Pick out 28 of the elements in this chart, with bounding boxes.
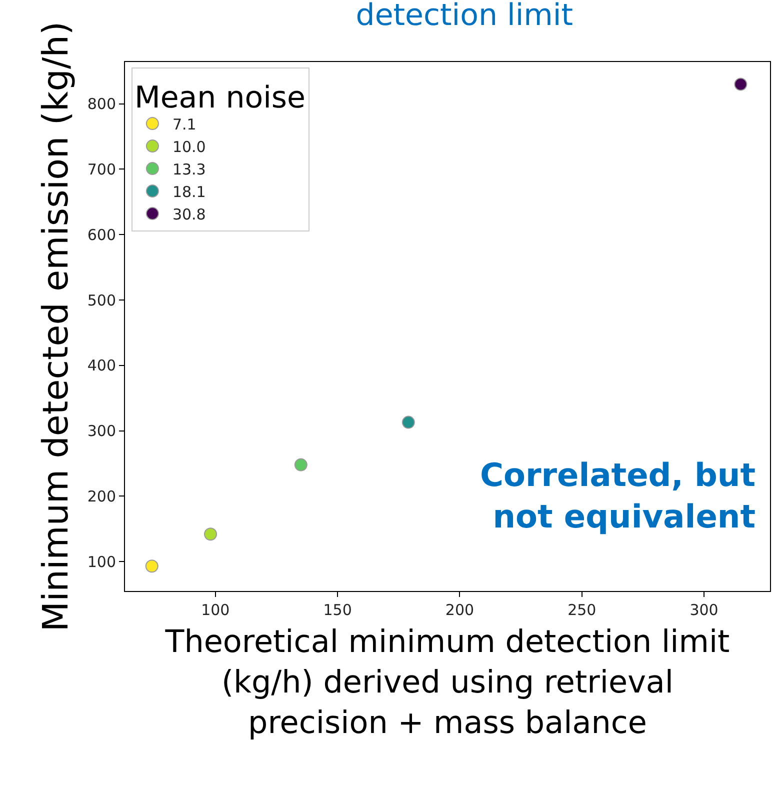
legend-title: Mean noise xyxy=(134,80,306,116)
point xyxy=(145,560,158,573)
x-tick-label: 250 xyxy=(568,601,596,619)
y-tick-label: 800 xyxy=(87,95,116,114)
x-tick-label: 200 xyxy=(445,601,474,619)
legend-label: 10.0 xyxy=(172,138,206,156)
legend-label: 18.1 xyxy=(172,182,206,201)
x-axis-title: Theoretical minimum detection limit (kg/h) derived using retrieval precision + mass balance xyxy=(164,624,730,741)
y-tick-label: 600 xyxy=(87,226,116,244)
y-tick-label: 300 xyxy=(87,422,116,440)
point xyxy=(402,416,415,429)
legend-label: 13.3 xyxy=(172,160,206,178)
chart-title: detection limit xyxy=(356,0,574,33)
legend-label: 30.8 xyxy=(172,205,206,224)
legend-label: 7.1 xyxy=(172,115,196,134)
annotation: Correlated, but not equivalent xyxy=(480,456,756,536)
y-tick-label: 700 xyxy=(87,160,116,178)
point xyxy=(734,78,748,91)
x-tick-label: 300 xyxy=(690,601,718,619)
y-tick-label: 400 xyxy=(87,356,116,375)
y-tick-label: 500 xyxy=(87,291,116,310)
point xyxy=(204,528,218,541)
point xyxy=(294,458,308,472)
y-axis-title: Minimum detected emission (kg/h) xyxy=(36,21,77,632)
y-tick-label: 200 xyxy=(87,487,116,506)
y-tick-label: 100 xyxy=(87,552,116,571)
x-tick-label: 150 xyxy=(323,601,352,619)
x-tick-label: 100 xyxy=(201,601,230,619)
